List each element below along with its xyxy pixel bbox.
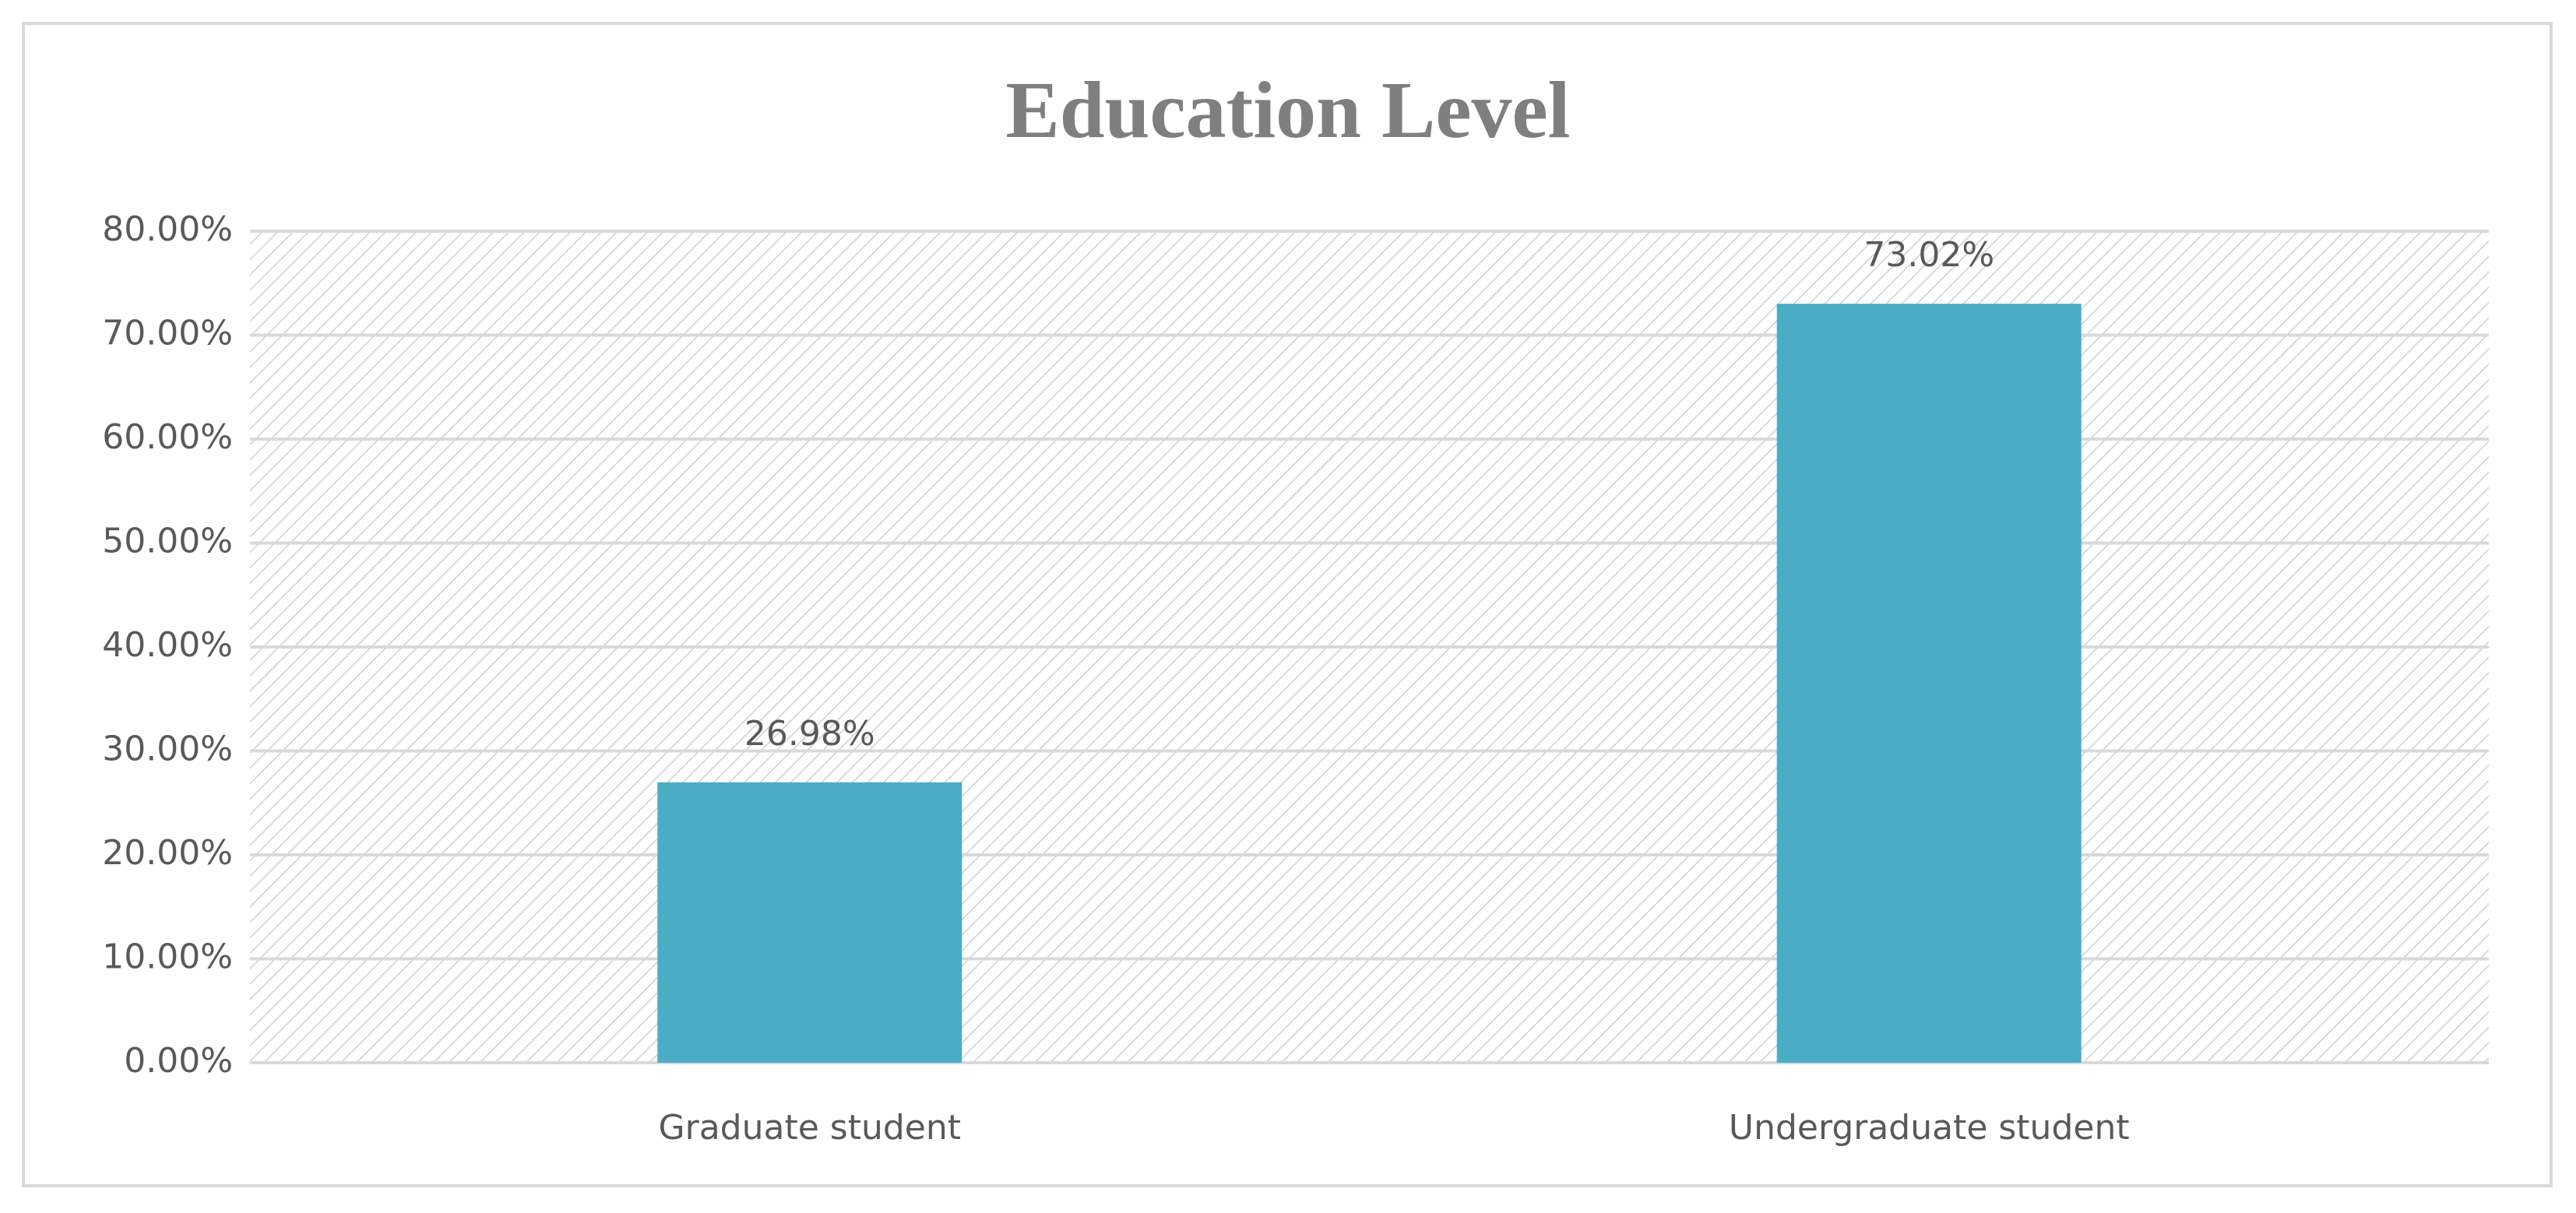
- y-tick-label: 50.00%: [102, 522, 233, 561]
- y-tick-label: 40.00%: [102, 625, 233, 665]
- y-tick-label: 70.00%: [102, 314, 233, 353]
- y-tick-label: 80.00%: [102, 209, 233, 249]
- chart-title: Education Level: [1005, 65, 1570, 155]
- y-tick-label: 60.00%: [102, 417, 233, 457]
- bar: [1776, 304, 2082, 1064]
- data-label: 73.02%: [1863, 235, 1994, 275]
- y-tick-label: 20.00%: [102, 833, 233, 873]
- y-tick-label: 10.00%: [102, 937, 233, 977]
- y-tick-label: 0.00%: [124, 1041, 233, 1081]
- x-tick-label: Graduate student: [659, 1108, 961, 1148]
- data-label: 26.98%: [744, 714, 875, 754]
- bar: [657, 782, 962, 1063]
- x-tick-label: Undergraduate student: [1729, 1108, 2130, 1148]
- y-tick-label: 30.00%: [102, 730, 233, 769]
